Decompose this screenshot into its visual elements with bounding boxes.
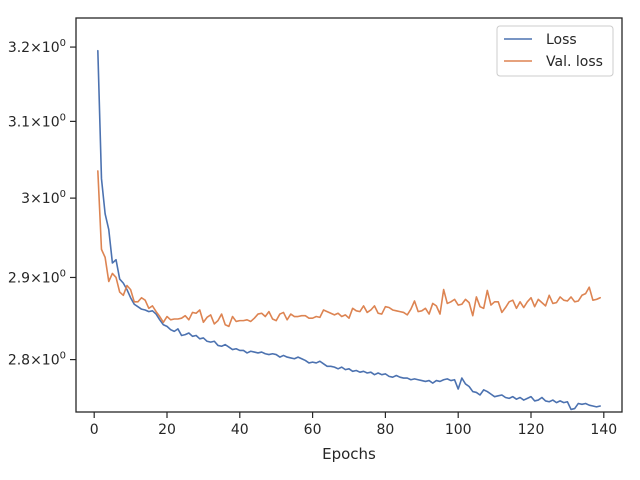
series-line-val-loss (97, 170, 601, 328)
y-tick-label-3.2: 3.2×100 (8, 38, 66, 56)
x-tick-label-80: 80 (376, 422, 394, 438)
x-tick-label-100: 100 (445, 422, 472, 438)
y-tick-label-3.1: 3.1×100 (8, 112, 66, 130)
y-axis: 2.8×100 2.9×100 3×100 3.1×100 3.2×100 (8, 38, 76, 369)
x-tick-label-0: 0 (90, 422, 99, 438)
y-tick-label-2.9: 2.9×100 (8, 268, 66, 286)
legend: Loss Val. loss (496, 25, 614, 77)
x-tick-label-140: 140 (590, 422, 617, 438)
x-tick-label-120: 120 (518, 422, 545, 438)
x-axis: 0 20 40 60 80 100 120 140 (90, 412, 617, 438)
x-tick-label-60: 60 (304, 422, 322, 438)
legend-label-val-loss: Val. loss (546, 54, 603, 70)
series-lines (97, 49, 601, 411)
x-axis-label: Epochs (322, 445, 376, 463)
plot-frame (75, 17, 623, 413)
x-tick-label-20: 20 (158, 422, 176, 438)
series-line-loss (97, 49, 601, 411)
x-tick-label-40: 40 (231, 422, 249, 438)
y-tick-label-2.8: 2.8×100 (8, 351, 66, 369)
legend-label-loss: Loss (546, 32, 577, 48)
y-tick-label-3: 3×100 (21, 189, 66, 207)
